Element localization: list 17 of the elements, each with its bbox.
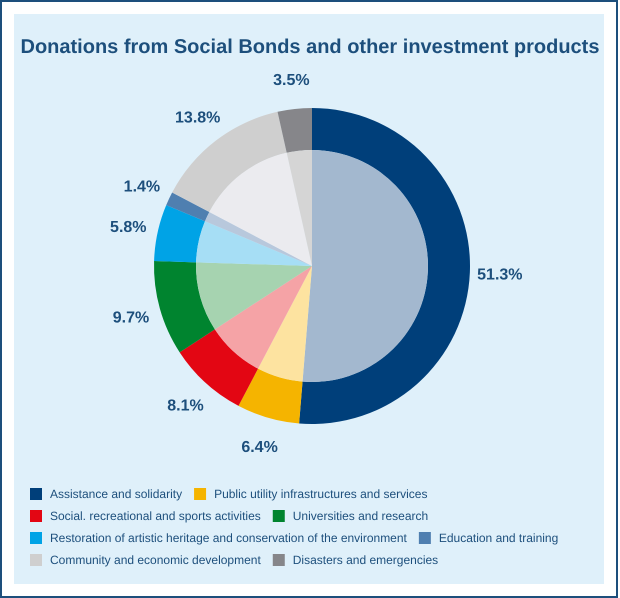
legend-label: Restoration of artistic heritage and conservation of the environment [50,531,408,546]
data-label: 13.8% [175,109,220,126]
data-label: 5.8% [110,218,147,236]
data-label: 9.7% [112,309,150,326]
data-label: 6.4% [241,439,278,456]
legend-label: Community and economic development [50,553,262,568]
legend-label: Assistance and solidarity [50,487,182,502]
chart-title: Donations from Social Bonds and other investment products [20,36,600,58]
data-label: 51.3% [477,266,523,284]
legend-label: Disasters and emergencies [292,553,438,568]
data-label: 8.1% [167,398,204,415]
data-label: 3.5% [273,72,310,89]
legend-label: Universities and research [292,509,428,524]
data-label: 1.4% [124,178,160,196]
legend-label: Social. recreational and sports activities [50,509,261,524]
legend-label: Public utility infrastructures and services [214,487,428,502]
legend-label: Education and training [438,531,558,546]
